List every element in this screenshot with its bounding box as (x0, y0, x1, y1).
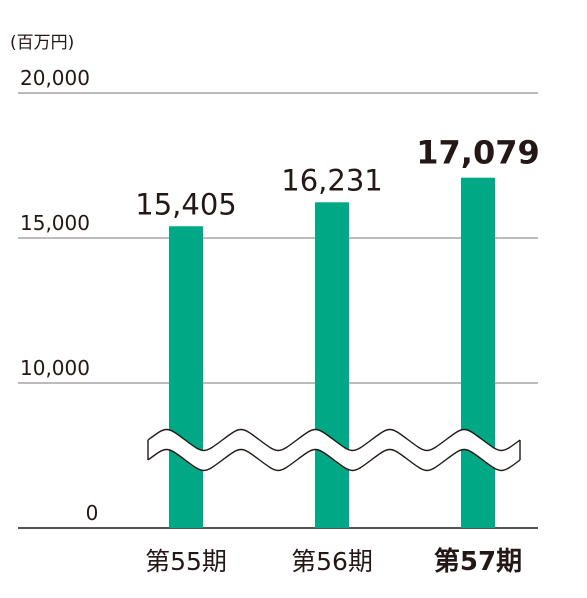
y-tick-label: 15,000 (20, 211, 90, 235)
unit-label: (百万円) (10, 33, 75, 53)
axis-break (147, 428, 521, 472)
y-tick-label: 20,000 (20, 66, 90, 90)
bar-2 (315, 202, 349, 528)
value-label-3: 17,079 (416, 134, 539, 172)
category-labels: 第55期 第56期 第57期 (145, 546, 522, 577)
value-label-1: 15,405 (135, 187, 236, 221)
gridlines (18, 92, 538, 529)
break-line-bottom (147, 448, 521, 472)
bar-1 (169, 226, 203, 528)
break-band (148, 429, 520, 471)
break-line-top (147, 428, 521, 452)
y-tick-label: 0 (86, 501, 99, 525)
y-tick-label: 10,000 (20, 356, 90, 380)
bar-3 (461, 177, 495, 529)
value-labels: 15,405 16,231 17,079 (135, 134, 539, 222)
bars (169, 177, 495, 529)
category-label-3: 第57期 (434, 546, 522, 577)
y-axis-ticks: 0 10,000 15,000 20,000 (20, 66, 98, 525)
category-label-1: 第55期 (145, 547, 227, 576)
category-label-2: 第56期 (291, 547, 373, 576)
value-label-2: 16,231 (281, 163, 382, 197)
